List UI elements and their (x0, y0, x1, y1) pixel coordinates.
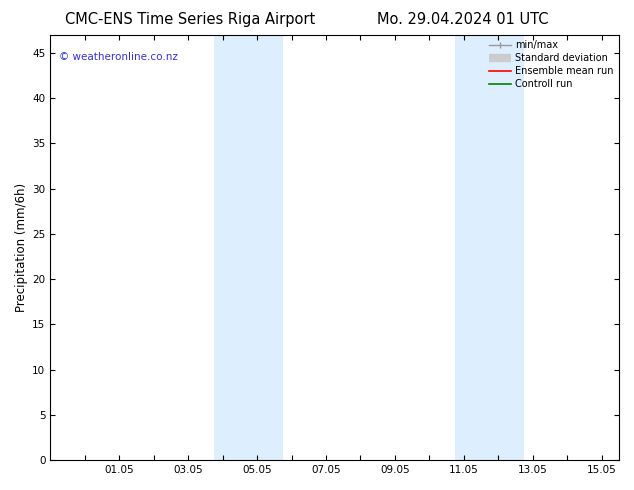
Bar (214, 35, 283, 460)
Text: Mo. 29.04.2024 01 UTC: Mo. 29.04.2024 01 UTC (377, 12, 548, 27)
Bar (455, 35, 524, 460)
Text: CMC-ENS Time Series Riga Airport: CMC-ENS Time Series Riga Airport (65, 12, 315, 27)
Text: © weatheronline.co.nz: © weatheronline.co.nz (59, 51, 178, 62)
Y-axis label: Precipitation (mm/6h): Precipitation (mm/6h) (15, 183, 28, 312)
Legend: min/max, Standard deviation, Ensemble mean run, Controll run: min/max, Standard deviation, Ensemble me… (486, 37, 617, 93)
